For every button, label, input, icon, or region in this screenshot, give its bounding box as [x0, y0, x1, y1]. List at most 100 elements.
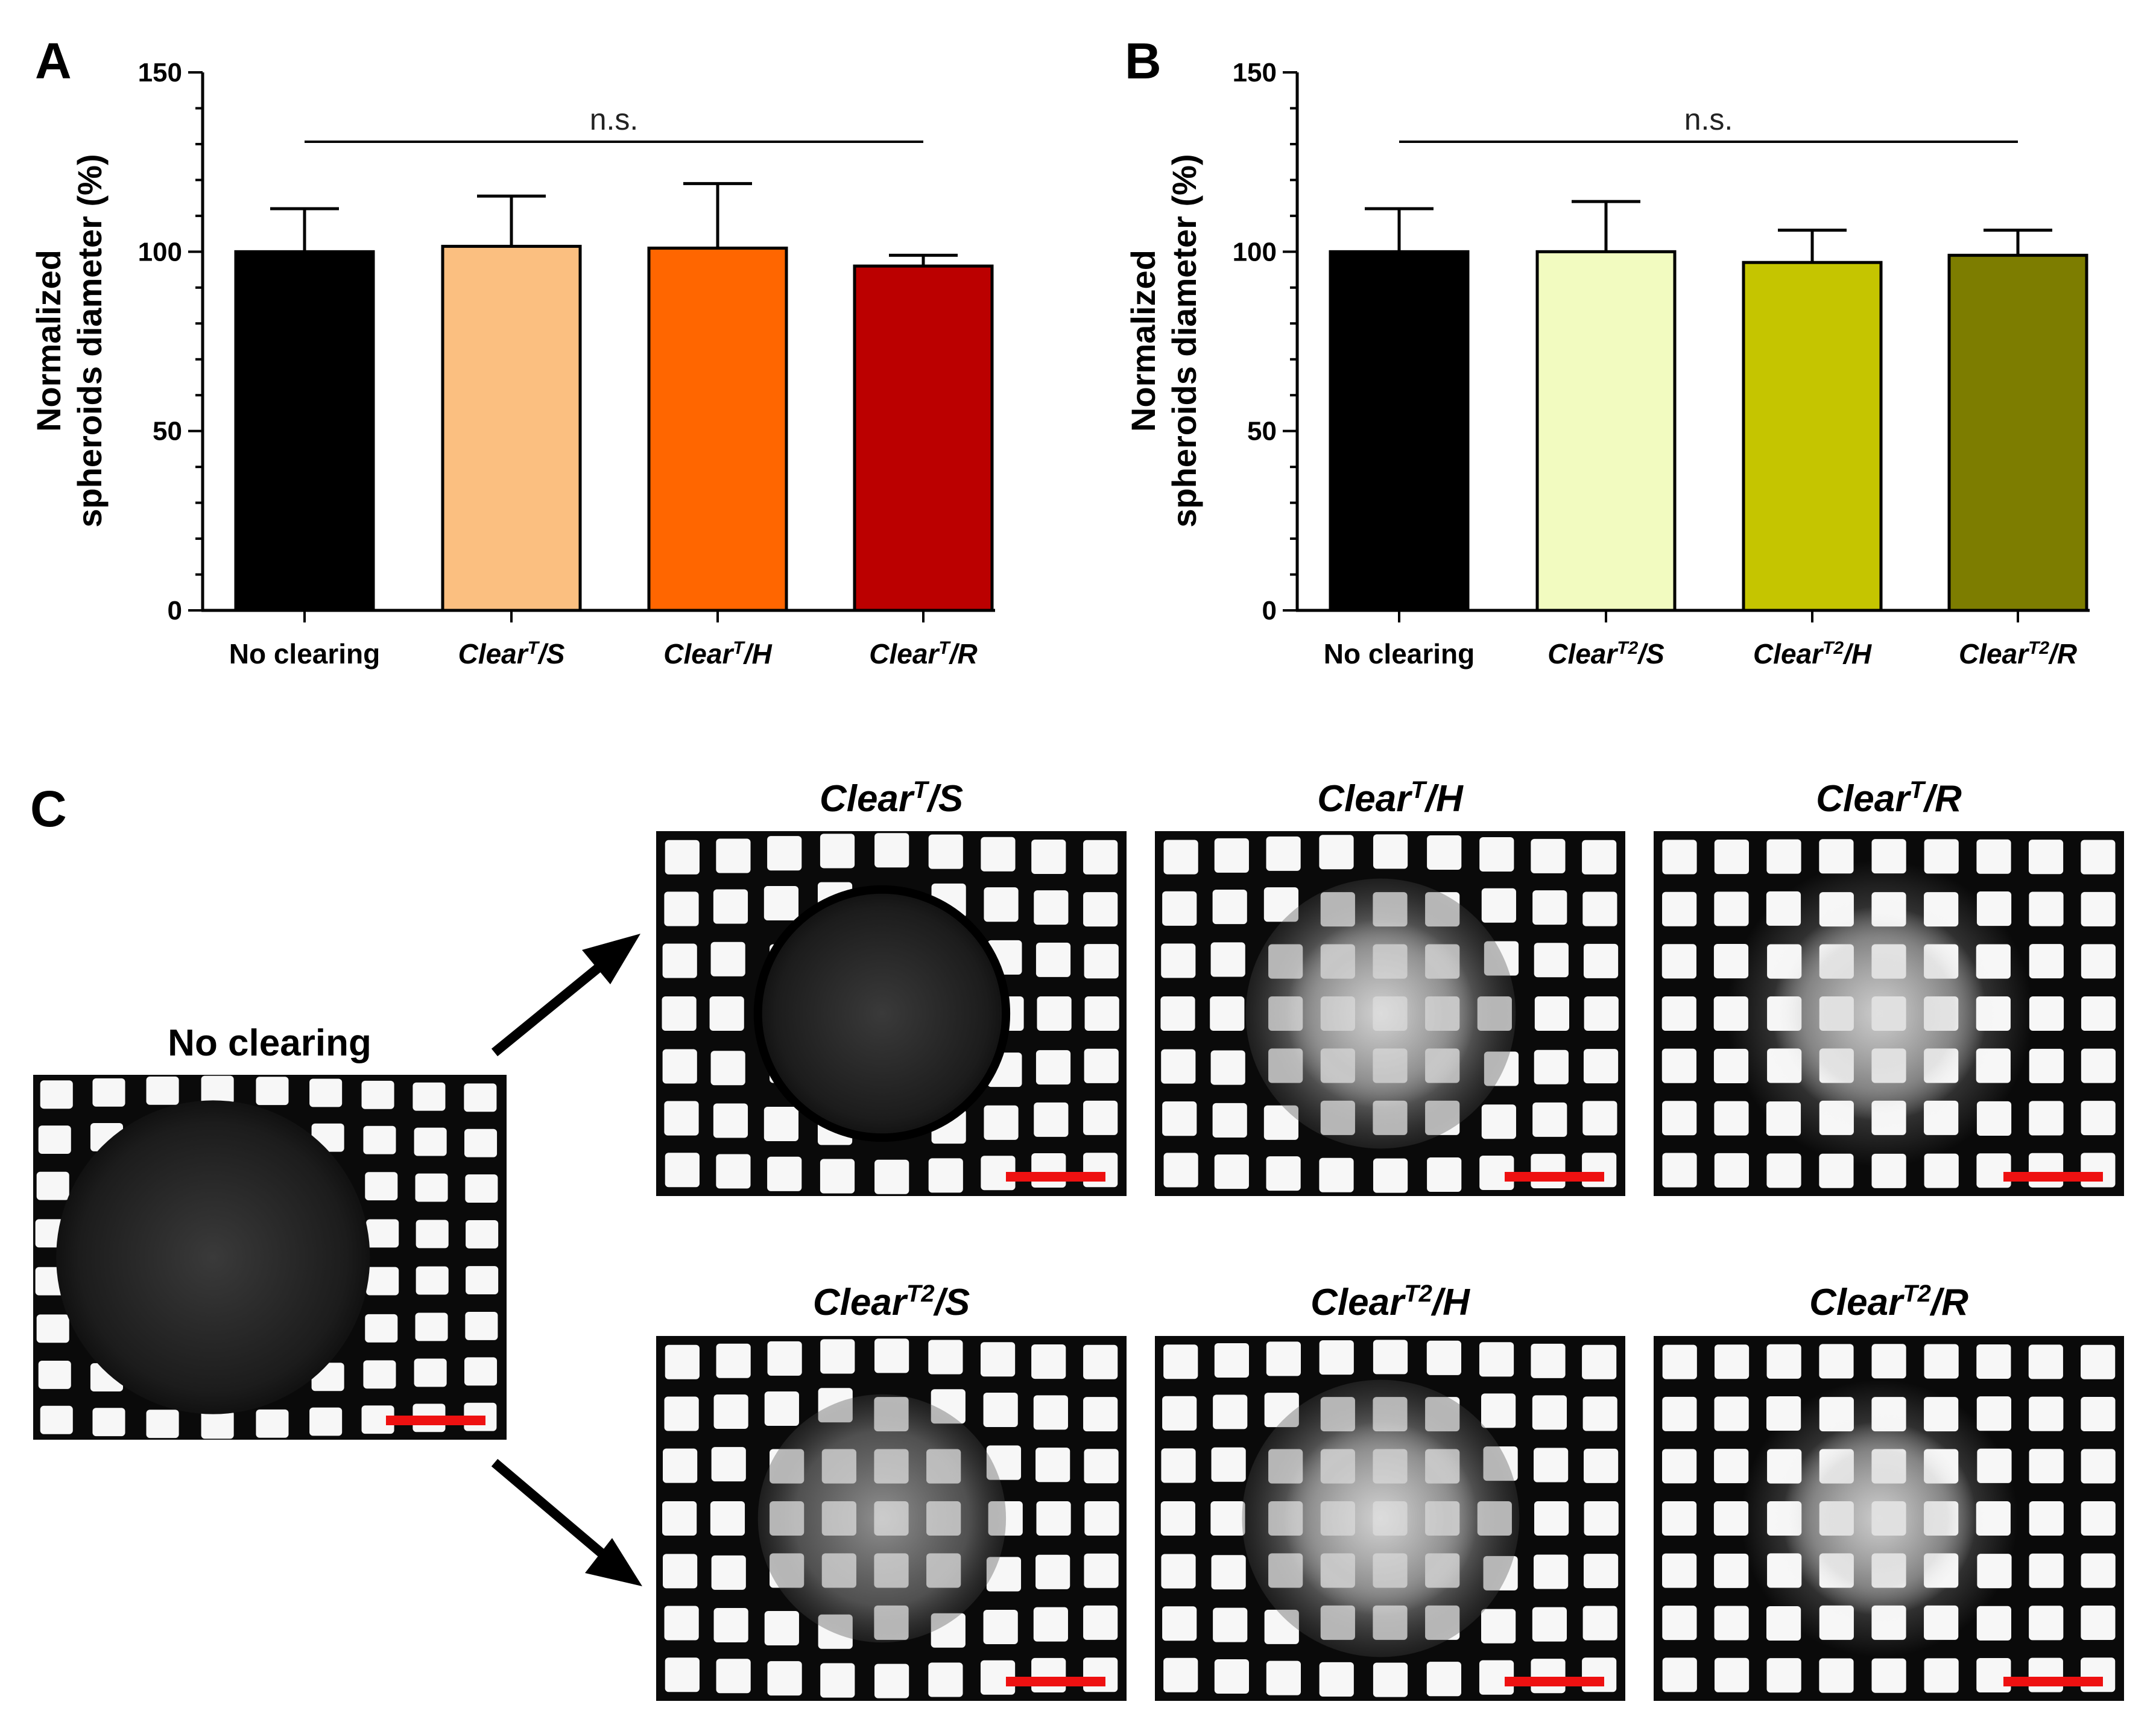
grid-square — [1714, 1396, 1749, 1431]
grid-square — [665, 840, 700, 875]
x-tick-label-4: ClearT/R — [869, 638, 977, 670]
label-superscript: T2 — [1404, 1280, 1432, 1307]
grid-square — [928, 1340, 963, 1375]
grid-square — [1263, 887, 1299, 922]
y-tick-label: 0 — [168, 596, 182, 625]
grid-square — [464, 1357, 498, 1386]
grid-square — [36, 1314, 69, 1343]
grid-square — [1210, 942, 1245, 977]
label-suffix: /R — [1929, 1282, 1968, 1323]
grid-square — [416, 1266, 449, 1295]
scale-bar — [2003, 1677, 2103, 1686]
grid-square — [1212, 890, 1247, 925]
grid-square — [1662, 1553, 1697, 1588]
grid-square — [2081, 1397, 2116, 1432]
label-prefix: Clear — [869, 638, 940, 669]
grid-square — [663, 1448, 698, 1483]
bar-1 — [234, 250, 375, 612]
grid-square — [1713, 1501, 1749, 1536]
grid-square — [1976, 1606, 2011, 1641]
scale-bar — [1006, 1172, 1105, 1182]
arrow-up-right — [491, 934, 640, 1057]
grid-square — [2029, 996, 2064, 1031]
grid-square — [1083, 1397, 1118, 1432]
grid-square — [1211, 1447, 1246, 1482]
grid-square — [1033, 1395, 1068, 1430]
grid-square — [767, 1341, 802, 1376]
grid-square — [1582, 1153, 1617, 1188]
grid-square — [1714, 1657, 1750, 1692]
label-suffix: /H — [1842, 638, 1872, 669]
grid-square — [1373, 1662, 1408, 1697]
grid-square — [1662, 1657, 1697, 1692]
label-prefix: Clear — [1809, 1282, 1905, 1323]
grid-square — [2081, 840, 2116, 875]
grid-square — [1582, 891, 1617, 926]
y-axis-title-line2: spheroids diameter (%) — [71, 154, 109, 527]
grid-square — [665, 1344, 700, 1379]
grid-square — [1162, 1101, 1197, 1136]
grid-square — [2029, 1048, 2064, 1083]
x-tick-label-3: ClearT/H — [663, 638, 772, 670]
grid-square — [1871, 1344, 1906, 1379]
label-suffix: /S — [926, 778, 963, 820]
label-suffix: /H — [743, 638, 773, 669]
grid-square — [713, 1607, 748, 1643]
grid-square — [710, 942, 745, 976]
label-suffix: /H — [1424, 778, 1464, 820]
label-prefix: Clear — [820, 778, 915, 820]
grid-square — [2081, 891, 2116, 926]
grid-square — [1031, 1153, 1066, 1188]
grid-square — [146, 1410, 179, 1439]
micrograph-2 — [1155, 831, 1625, 1196]
label-suffix: /R — [1923, 778, 1962, 820]
spheroid-core — [1283, 1421, 1478, 1616]
grid-square — [309, 1407, 343, 1436]
grid-square — [716, 1154, 751, 1189]
label-prefix: No clearing — [168, 1022, 371, 1064]
grid-square — [713, 889, 748, 924]
grid-square — [662, 996, 697, 1031]
chart-panel-a: A Normalizedspheroids diameter (%) 0 50 100 1… — [30, 33, 995, 669]
label-prefix: No clearing — [1324, 638, 1475, 669]
grid-square — [366, 1219, 399, 1248]
grid-square — [664, 891, 699, 926]
grid-square — [1266, 836, 1301, 871]
grid-square — [1584, 1501, 1619, 1536]
grid-square — [2081, 1101, 2116, 1136]
grid-square — [1084, 1449, 1119, 1484]
grid-square — [1924, 1344, 1959, 1379]
grid-square — [1083, 1153, 1118, 1188]
grid-square — [2029, 1101, 2064, 1136]
grid-square — [1714, 1153, 1749, 1188]
grid-square — [366, 1267, 399, 1296]
grid-square — [146, 1076, 179, 1105]
grid-square — [1084, 996, 1119, 1031]
grid-square — [665, 1153, 700, 1188]
grid-square — [763, 885, 799, 921]
grid-square — [1481, 1393, 1516, 1428]
grid-square — [1532, 1607, 1567, 1642]
grid-square — [1871, 1658, 1906, 1693]
grid-square — [1319, 1662, 1354, 1697]
grid-square — [1531, 838, 1566, 873]
bar-2 — [441, 244, 582, 612]
grid-square — [1531, 1154, 1566, 1189]
grid-square — [928, 1158, 963, 1193]
grid-square — [1083, 1344, 1118, 1379]
grid-square — [1426, 1662, 1461, 1697]
grid-square — [1714, 1344, 1750, 1379]
scale-bar — [1006, 1677, 1105, 1686]
grid-square — [711, 1555, 746, 1590]
grid-square — [414, 1358, 447, 1387]
grid-square — [1212, 1103, 1247, 1138]
grid-square — [465, 1312, 498, 1340]
grid-square — [1662, 1606, 1697, 1641]
grid-square — [662, 943, 697, 978]
grid-square — [1662, 1396, 1697, 1431]
grid-square — [2028, 1657, 2063, 1692]
grid-square — [1819, 1344, 1854, 1379]
grid-square — [1035, 1448, 1070, 1483]
grid-square — [2028, 1153, 2064, 1188]
